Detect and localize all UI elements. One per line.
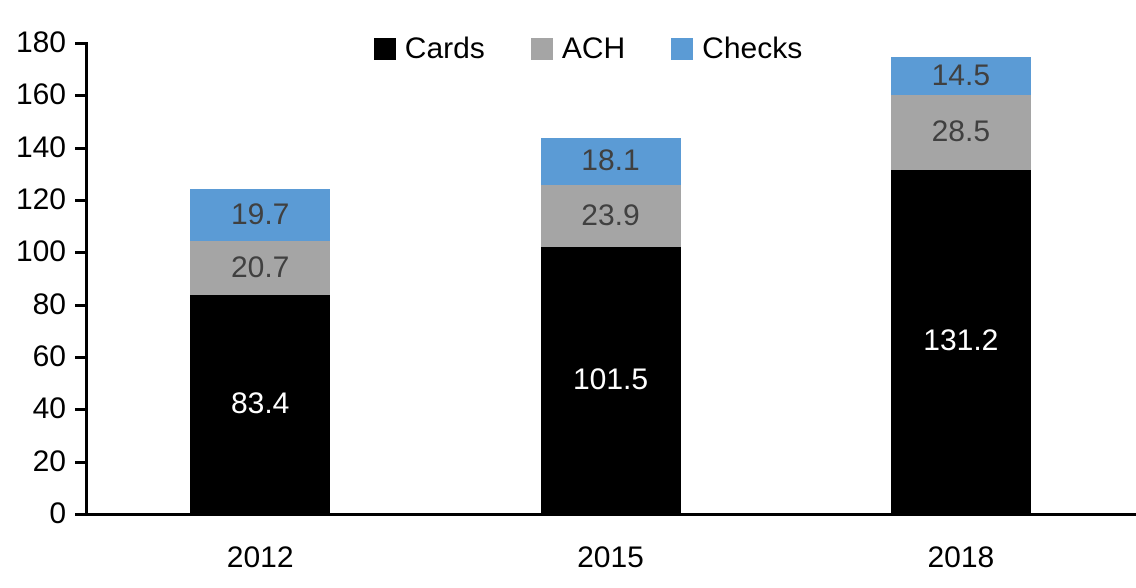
legend-label: Checks [702,32,803,65]
segment-value-label: 131.2 [923,324,999,358]
bar-segment-checks-2015: 18.1 [540,137,681,185]
legend-swatch-icon [530,38,553,60]
bar-segment-checks-2018: 14.5 [890,57,1031,96]
y-tick-label: 160 [15,78,66,112]
legend-swatch-icon [373,38,396,60]
segment-value-label: 14.5 [931,59,991,93]
segment-value-label: 101.5 [572,363,649,397]
y-tick-label: 60 [32,340,66,373]
y-tick-label: 20 [32,444,66,478]
x-axis-line [85,513,1136,516]
y-tick-mark [75,94,85,98]
y-tick-mark [75,356,85,359]
y-axis-line [85,42,88,516]
x-tick-label: 2012 [226,541,294,574]
y-tick-label: 100 [15,235,66,269]
bar-segment-cards-2012: 83.4 [190,294,331,513]
x-tick-label: 2015 [577,541,644,574]
bar-segment-cards-2018: 131.2 [890,169,1031,513]
segment-value-label: 19.7 [230,197,290,231]
bar-segment-ach-2015: 23.9 [540,184,681,248]
y-tick-mark [75,513,85,516]
y-tick-mark [75,42,85,45]
y-tick-label: 0 [49,497,66,530]
bar-segment-checks-2012: 19.7 [190,189,331,241]
legend-item-ach: ACH [530,32,626,65]
bar-segment-ach-2012: 20.7 [190,240,331,295]
y-tick-label: 40 [32,392,66,426]
y-tick-label: 120 [15,183,66,216]
chart-legend: Cards ACH Checks [40,33,1136,65]
y-tick-mark [75,251,85,255]
segment-value-label: 20.7 [230,250,290,284]
y-tick-mark [75,303,85,307]
y-tick-label: 80 [32,287,66,321]
legend-label: ACH [561,32,626,65]
y-tick-label: 140 [15,130,66,164]
y-tick-mark [75,199,85,202]
segment-value-label: 83.4 [230,386,290,420]
y-tick-label: 180 [15,26,66,59]
legend-item-cards: Cards [373,32,485,65]
legend-label: Cards [404,32,485,65]
bar-segment-cards-2015: 101.5 [540,247,681,513]
x-tick-label: 2018 [927,541,995,574]
legend-item-checks: Checks [671,33,802,65]
legend-swatch-icon [671,38,694,60]
segment-value-label: 28.5 [931,115,991,149]
segment-value-label: 23.9 [581,199,640,233]
bar-segment-ach-2018: 28.5 [890,95,1031,170]
y-tick-mark [75,146,85,150]
y-tick-mark [75,460,85,464]
segment-value-label: 18.1 [581,144,640,178]
y-tick-mark [75,408,85,412]
